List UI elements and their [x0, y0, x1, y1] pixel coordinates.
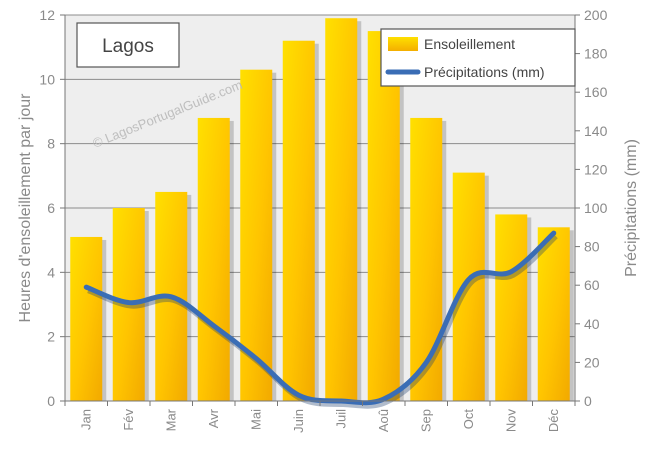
y2-tick-label: 40 — [584, 316, 600, 332]
sunshine-bar — [452, 172, 485, 401]
sunshine-bars — [70, 18, 574, 401]
sunshine-bar — [367, 31, 400, 401]
y-axis-label: Heures d'ensoleillement par jour — [17, 93, 34, 323]
x-tick-label: Mai — [248, 409, 263, 430]
x-tick-label: Fév — [121, 409, 136, 431]
legend-box — [380, 28, 576, 87]
sunshine-bar — [325, 18, 358, 401]
y-tick-label: 6 — [47, 200, 55, 216]
sunshine-bar — [537, 227, 570, 401]
x-tick-label: Juil — [333, 409, 348, 429]
y2-tick-label: 60 — [584, 277, 600, 293]
y2-tick-label: 160 — [584, 84, 608, 100]
y2-tick-label: 120 — [584, 161, 608, 177]
x-tick-label: Oct — [461, 409, 476, 430]
y2-tick-label: 0 — [584, 393, 592, 409]
y2-tick-label: 200 — [584, 7, 608, 23]
sunshine-bar — [240, 69, 273, 401]
x-tick-label: Nov — [503, 409, 518, 433]
legend: Ensoleillement Précipitations (mm) — [380, 28, 576, 87]
sunshine-bar — [495, 214, 528, 401]
title-box: Lagos — [76, 22, 180, 68]
y2-tick-label: 100 — [584, 200, 608, 216]
sunshine-bar — [410, 117, 443, 401]
sunshine-bar — [197, 117, 230, 401]
y2-tick-label: 20 — [584, 354, 600, 370]
x-tick-label: Avr — [206, 408, 221, 428]
y-tick-label: 10 — [39, 71, 55, 87]
x-tick-label: Jan — [78, 409, 93, 430]
x-tick-label: Sep — [418, 409, 433, 432]
legend-label-rainfall: Précipitations (mm) — [424, 64, 545, 80]
y-tick-label: 2 — [47, 329, 55, 345]
y-tick-label: 0 — [47, 393, 55, 409]
x-tick-label: Mar — [163, 408, 178, 431]
y-tick-label: 8 — [47, 136, 55, 152]
x-tick-label: Déc — [546, 409, 561, 433]
y2-tick-label: 80 — [584, 239, 600, 255]
x-tick-label: Juin — [291, 409, 306, 433]
y2-tick-label: 140 — [584, 123, 608, 139]
sunshine-bar — [70, 236, 103, 401]
y-tick-label: 4 — [47, 264, 55, 280]
legend-bar-swatch — [388, 37, 418, 51]
chart-title: Lagos — [102, 36, 154, 57]
y-tick-label: 12 — [39, 7, 55, 23]
x-tick-label: Aoû — [376, 409, 391, 432]
sunshine-bar — [282, 40, 315, 401]
legend-label-sunshine: Ensoleillement — [424, 36, 515, 52]
y2-tick-label: 180 — [584, 46, 608, 62]
y2-axis-label: Précipitations (mm) — [623, 139, 640, 277]
rainfall-line-shadow — [87, 233, 558, 409]
